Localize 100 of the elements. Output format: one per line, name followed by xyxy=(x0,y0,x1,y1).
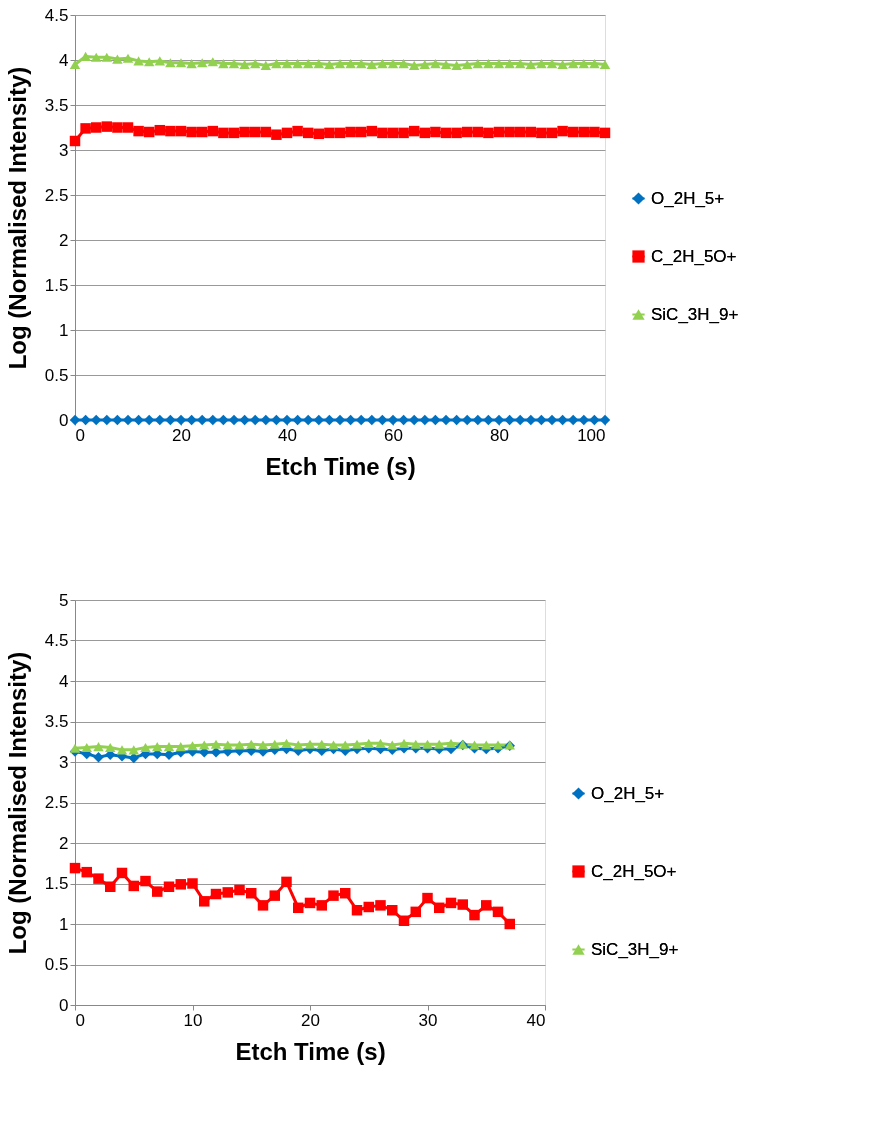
y-tick-label: 0 xyxy=(59,410,69,430)
point xyxy=(366,59,378,70)
point xyxy=(398,915,410,926)
point xyxy=(292,59,303,69)
point xyxy=(340,740,351,750)
point xyxy=(165,58,176,68)
point xyxy=(246,739,257,749)
point xyxy=(210,739,222,749)
legend-label: O_2H_5+ xyxy=(591,783,665,803)
point xyxy=(133,125,144,137)
point xyxy=(293,740,304,750)
point xyxy=(186,126,197,138)
point xyxy=(269,890,280,901)
point xyxy=(546,127,558,139)
point xyxy=(440,127,452,139)
point xyxy=(207,57,219,67)
point xyxy=(567,59,579,69)
point xyxy=(271,59,282,69)
point xyxy=(493,126,505,138)
point xyxy=(345,126,356,138)
point xyxy=(328,740,339,750)
point xyxy=(292,125,303,137)
point xyxy=(536,414,547,426)
point xyxy=(80,414,91,426)
x-axis-title: Etch Time (s) xyxy=(235,1037,386,1065)
y-tick-label: 4.5 xyxy=(44,631,69,650)
point xyxy=(472,59,484,69)
point xyxy=(387,127,399,139)
point xyxy=(260,60,272,70)
point xyxy=(514,59,526,69)
point xyxy=(69,135,81,147)
point xyxy=(128,745,139,755)
point xyxy=(140,875,151,887)
point xyxy=(410,739,421,749)
point xyxy=(101,121,113,132)
legend-label: SiC_3H_9+ xyxy=(651,304,739,324)
point xyxy=(228,59,240,69)
point xyxy=(175,125,187,137)
point xyxy=(334,127,346,139)
point xyxy=(105,881,116,892)
point xyxy=(536,59,547,69)
point xyxy=(116,745,128,755)
point xyxy=(196,58,208,68)
point xyxy=(122,53,134,63)
point xyxy=(451,414,462,426)
point xyxy=(154,124,166,136)
point xyxy=(316,900,327,911)
x-axis-title: Etch Time (s) xyxy=(265,452,416,480)
point xyxy=(461,59,473,70)
point xyxy=(387,59,399,69)
point xyxy=(481,900,492,911)
point xyxy=(304,739,316,749)
y-tick-label: 1 xyxy=(59,320,69,340)
point xyxy=(445,897,457,909)
legend-label: O_2H_5+ xyxy=(651,188,725,208)
point xyxy=(492,906,504,918)
y-tick-label: 2.5 xyxy=(44,793,69,812)
point xyxy=(90,122,102,133)
point xyxy=(419,59,431,70)
point xyxy=(239,126,250,138)
point xyxy=(525,59,537,70)
point xyxy=(363,738,374,748)
point xyxy=(234,740,245,750)
point xyxy=(271,414,282,426)
point xyxy=(567,126,579,138)
point xyxy=(116,867,128,879)
point xyxy=(557,125,568,137)
point xyxy=(316,739,327,749)
point xyxy=(93,751,104,763)
point xyxy=(112,54,123,64)
x-tick-label: 40 xyxy=(278,425,297,445)
point xyxy=(218,414,229,426)
point xyxy=(525,126,537,138)
point xyxy=(355,126,367,138)
point xyxy=(69,862,81,874)
point xyxy=(340,887,351,899)
point xyxy=(492,740,504,750)
y-tick-label: 3 xyxy=(59,140,69,160)
point xyxy=(187,741,198,751)
point xyxy=(186,414,197,426)
point xyxy=(93,742,104,752)
point xyxy=(271,129,282,140)
point xyxy=(430,414,441,426)
y-tick-label: 3.5 xyxy=(44,712,69,731)
point xyxy=(80,123,91,134)
point xyxy=(281,876,292,888)
point xyxy=(249,126,261,138)
point xyxy=(112,122,123,133)
point xyxy=(328,890,339,901)
point xyxy=(218,59,229,69)
y-tick-label: 4.5 xyxy=(44,5,69,25)
point xyxy=(461,126,473,138)
point xyxy=(122,122,134,133)
point xyxy=(112,414,123,426)
point xyxy=(239,414,250,426)
point xyxy=(422,739,433,749)
point xyxy=(398,59,409,69)
point xyxy=(175,879,186,890)
point xyxy=(408,125,420,137)
point xyxy=(187,878,198,889)
